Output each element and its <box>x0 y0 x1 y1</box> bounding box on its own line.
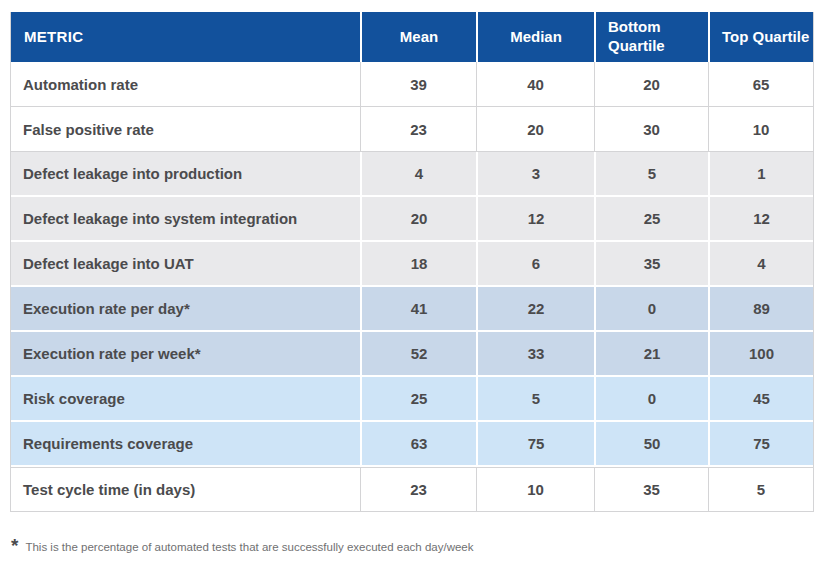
mean-value: 52 <box>360 332 476 375</box>
bottom-quartile-value: 25 <box>594 197 708 240</box>
median-value: 20 <box>476 107 594 151</box>
bottom-quartile-value: 21 <box>594 332 708 375</box>
metric-label: Test cycle time (in days) <box>11 468 360 511</box>
mean-value: 18 <box>360 242 476 285</box>
top-quartile-value: 12 <box>708 197 813 240</box>
table-row: Risk coverage 25 5 0 45 <box>11 377 813 422</box>
mean-value: 20 <box>360 197 476 240</box>
top-quartile-value: 65 <box>708 62 813 106</box>
table-footnote: * This is the percentage of automated te… <box>11 536 474 555</box>
header-cell-metric: METRIC <box>11 12 360 62</box>
median-value: 22 <box>476 287 594 330</box>
top-quartile-value: 100 <box>708 332 813 375</box>
table-row: Execution rate per week* 52 33 21 100 <box>11 332 813 377</box>
mean-value: 25 <box>360 377 476 420</box>
metric-label: Requirements coverage <box>11 422 360 465</box>
table-row: Test cycle time (in days) 23 10 35 5 <box>11 467 813 512</box>
mean-value: 23 <box>360 107 476 151</box>
asterisk-marker: * <box>11 536 18 555</box>
bottom-quartile-value: 35 <box>594 242 708 285</box>
top-quartile-value: 1 <box>708 152 813 195</box>
bottom-quartile-value: 50 <box>594 422 708 465</box>
median-value: 12 <box>476 197 594 240</box>
bottom-quartile-value: 30 <box>594 107 708 151</box>
median-value: 75 <box>476 422 594 465</box>
table-row: Defect leakage into production 4 3 5 1 <box>11 152 813 197</box>
mean-value: 63 <box>360 422 476 465</box>
metric-label: Defect leakage into production <box>11 152 360 195</box>
metric-label: Execution rate per day* <box>11 287 360 330</box>
median-value: 6 <box>476 242 594 285</box>
median-value: 3 <box>476 152 594 195</box>
header-cell-median: Median <box>476 12 594 62</box>
metric-label: Automation rate <box>11 62 360 106</box>
table-row: Execution rate per day* 41 22 0 89 <box>11 287 813 332</box>
median-value: 5 <box>476 377 594 420</box>
metric-label: Defect leakage into UAT <box>11 242 360 285</box>
top-quartile-value: 45 <box>708 377 813 420</box>
median-value: 33 <box>476 332 594 375</box>
mean-value: 41 <box>360 287 476 330</box>
table-row: Requirements coverage 63 75 50 75 <box>11 422 813 467</box>
mean-value: 23 <box>360 468 476 511</box>
metrics-table: METRIC Mean Median Bottom Quartile Top Q… <box>10 12 814 512</box>
mean-value: 4 <box>360 152 476 195</box>
table-row: Automation rate 39 40 20 65 <box>11 62 813 107</box>
median-value: 40 <box>476 62 594 106</box>
table-row: False positive rate 23 20 30 10 <box>11 107 813 152</box>
footnote-text: This is the percentage of automated test… <box>25 536 473 553</box>
table-header-row: METRIC Mean Median Bottom Quartile Top Q… <box>11 12 813 62</box>
header-cell-mean: Mean <box>360 12 476 62</box>
bottom-quartile-value: 5 <box>594 152 708 195</box>
median-value: 10 <box>476 468 594 511</box>
mean-value: 39 <box>360 62 476 106</box>
metric-label: Risk coverage <box>11 377 360 420</box>
metric-label: Execution rate per week* <box>11 332 360 375</box>
bottom-quartile-value: 35 <box>594 468 708 511</box>
bottom-quartile-value: 20 <box>594 62 708 106</box>
header-cell-bottom-quartile: Bottom Quartile <box>594 12 708 62</box>
metric-label: Defect leakage into system integration <box>11 197 360 240</box>
header-cell-top-quartile: Top Quartile <box>708 12 813 62</box>
bottom-quartile-value: 0 <box>594 377 708 420</box>
metric-label: False positive rate <box>11 107 360 151</box>
bottom-quartile-value: 0 <box>594 287 708 330</box>
top-quartile-value: 5 <box>708 468 813 511</box>
table-row: Defect leakage into system integration 2… <box>11 197 813 242</box>
top-quartile-value: 89 <box>708 287 813 330</box>
table-row: Defect leakage into UAT 18 6 35 4 <box>11 242 813 287</box>
top-quartile-value: 4 <box>708 242 813 285</box>
top-quartile-value: 75 <box>708 422 813 465</box>
top-quartile-value: 10 <box>708 107 813 151</box>
